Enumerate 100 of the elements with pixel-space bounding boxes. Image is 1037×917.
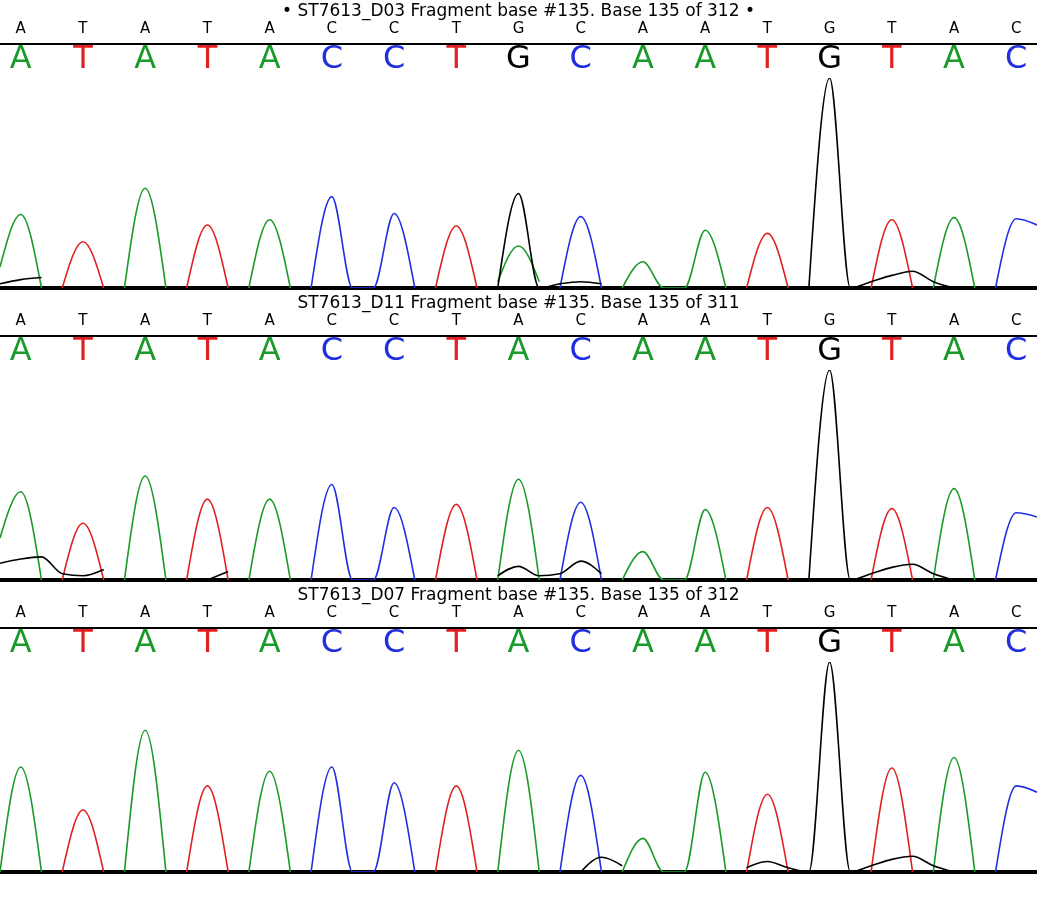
x-tick-label: A — [631, 330, 654, 368]
category-label: T — [887, 19, 897, 37]
x-tick-label: C — [1005, 622, 1028, 660]
x-tick-label: C — [320, 38, 344, 76]
category-label: C — [388, 19, 400, 37]
x-tick-label: T — [881, 622, 903, 660]
chart-title: • ST7613_D03 Fragment base #135. Base 135 of 312 • — [281, 0, 756, 20]
category-label: C — [1011, 311, 1022, 329]
category-label: C — [388, 603, 400, 621]
x-tick-label: A — [943, 622, 966, 660]
chart-title: ST7613_D07 Fragment base #135. Base 135 of 312 — [296, 584, 741, 604]
x-tick-label: G — [817, 330, 842, 368]
category-label: T — [887, 311, 897, 329]
category-label: A — [264, 311, 275, 329]
category-label: T — [202, 19, 212, 37]
x-tick-label: A — [9, 622, 32, 660]
x-tick-label: A — [134, 330, 157, 368]
category-label: G — [823, 603, 836, 621]
category-label: C — [575, 311, 586, 329]
x-tick-label: A — [694, 330, 717, 368]
category-label: A — [637, 603, 649, 621]
x-tick-label: C — [1005, 38, 1028, 76]
category-label: A — [140, 311, 151, 329]
category-label: A — [948, 603, 960, 621]
category-label: G — [823, 19, 836, 37]
x-tick-label: A — [9, 38, 32, 76]
chart-title: ST7613_D11 Fragment base #135. Base 135 of 311 — [296, 292, 741, 312]
x-tick-label: T — [756, 330, 778, 368]
x-tick-label: C — [320, 622, 344, 660]
x-tick-label: A — [507, 330, 530, 368]
category-label: A — [700, 311, 711, 329]
x-tick-label: G — [817, 38, 842, 76]
category-label: C — [575, 19, 586, 37]
x-tick-label: T — [445, 622, 467, 660]
category-label: A — [637, 19, 649, 37]
x-tick-label: T — [196, 330, 218, 368]
category-label: T — [78, 311, 88, 329]
category-label: A — [140, 19, 151, 37]
x-tick-label: C — [569, 38, 592, 76]
x-tick-label: A — [9, 330, 32, 368]
category-label: A — [948, 19, 960, 37]
x-tick-label: A — [694, 38, 717, 76]
x-tick-label: T — [881, 330, 903, 368]
category-label: T — [451, 603, 461, 621]
x-tick-label: A — [134, 622, 157, 660]
x-tick-label: C — [382, 38, 406, 76]
category-label: A — [140, 603, 151, 621]
x-tick-label: T — [445, 38, 467, 76]
x-tick-label: A — [631, 622, 654, 660]
category-label: T — [451, 19, 461, 37]
x-tick-label: C — [382, 622, 406, 660]
category-label: A — [15, 311, 26, 329]
x-tick-label: A — [943, 38, 966, 76]
category-label: G — [823, 311, 836, 329]
x-tick-label: A — [134, 38, 157, 76]
category-label: T — [202, 311, 212, 329]
x-tick-label: C — [569, 622, 592, 660]
category-label: C — [1011, 603, 1022, 621]
category-label: T — [762, 603, 772, 621]
x-tick-label: A — [507, 622, 530, 660]
x-tick-label: A — [694, 622, 717, 660]
category-label: A — [700, 603, 711, 621]
x-tick-label: T — [196, 622, 218, 660]
category-label: A — [513, 603, 524, 621]
category-label: C — [1011, 19, 1022, 37]
category-label: T — [78, 603, 88, 621]
x-tick-label: G — [506, 38, 531, 76]
category-label: A — [700, 19, 711, 37]
x-tick-label: A — [258, 622, 281, 660]
category-label: T — [202, 603, 212, 621]
category-label: G — [512, 19, 525, 37]
category-label: A — [637, 311, 649, 329]
x-tick-label: T — [756, 38, 778, 76]
category-label: A — [948, 311, 960, 329]
category-label: C — [388, 311, 400, 329]
x-tick-label: A — [258, 330, 281, 368]
category-label: T — [887, 603, 897, 621]
category-label: A — [15, 603, 26, 621]
x-tick-label: A — [258, 38, 281, 76]
x-tick-label: T — [72, 622, 94, 660]
category-label: T — [78, 19, 88, 37]
category-label: C — [326, 19, 338, 37]
x-tick-label: T — [72, 330, 94, 368]
category-label: T — [762, 19, 772, 37]
x-tick-label: T — [881, 38, 903, 76]
x-tick-label: A — [943, 330, 966, 368]
category-label: T — [451, 311, 461, 329]
x-tick-label: C — [382, 330, 406, 368]
x-tick-label: T — [445, 330, 467, 368]
x-tick-label: A — [631, 38, 654, 76]
category-label: T — [762, 311, 772, 329]
category-label: A — [264, 19, 275, 37]
x-tick-label: C — [1005, 330, 1028, 368]
x-tick-label: T — [72, 38, 94, 76]
x-tick-label: C — [320, 330, 344, 368]
x-tick-label: T — [756, 622, 778, 660]
category-label: A — [513, 311, 524, 329]
category-label: C — [326, 311, 338, 329]
category-label: A — [15, 19, 26, 37]
x-tick-label: G — [817, 622, 842, 660]
